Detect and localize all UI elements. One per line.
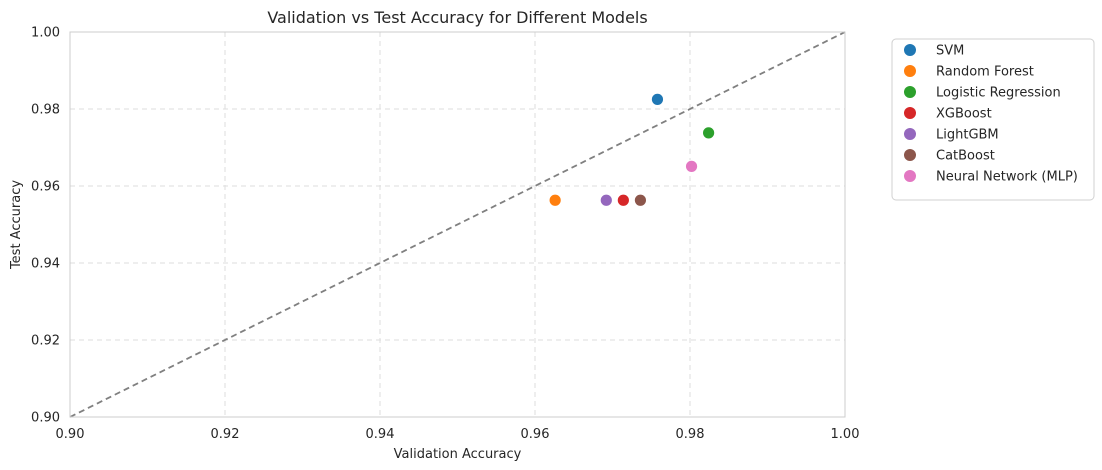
x-axis-title: Validation Accuracy [394,447,522,462]
legend-box [891,38,1095,201]
x-tick-label: 0.96 [521,427,550,442]
data-points [548,92,715,207]
reference-diagonal-line [69,31,846,418]
legend-marker [904,128,916,140]
legend-marker [904,86,916,98]
legend-marker [904,65,916,77]
legend-marker [904,107,916,119]
x-axis-ticks: 0.90 0.92 0.94 0.96 0.98 1.00 [56,427,860,442]
data-point [599,193,613,207]
data-point [651,92,664,106]
legend: SVM Random Forest Logistic Regression XGBoo… [891,38,1095,201]
plot-area-frame [69,31,846,418]
x-tick-label: 0.94 [366,427,395,442]
grid [70,32,845,417]
y-tick-label: 1.00 [31,26,60,41]
x-tick-label: 0.90 [56,427,85,442]
data-point [634,193,647,207]
y-tick-label: 0.98 [31,103,60,118]
y-tick-label: 0.96 [31,180,60,195]
y-tick-label: 0.90 [31,411,60,426]
legend-label: SVM [936,44,964,59]
legend-label: LightGBM [936,128,999,143]
legend-label: Random Forest [936,65,1034,80]
data-point [616,193,630,207]
legend-marker [904,149,916,161]
y-axis-title: Test Accuracy [9,180,24,270]
x-tick-label: 0.92 [211,427,240,442]
chart-title: Validation vs Test Accuracy for Differen… [267,8,647,27]
y-tick-label: 0.92 [31,334,60,349]
y-axis-ticks: 0.90 0.92 0.94 0.96 0.98 1.00 [31,26,60,426]
legend-marker [904,44,916,56]
legend-label: XGBoost [936,107,992,122]
x-tick-label: 0.98 [676,427,705,442]
legend-label: Logistic Regression [936,86,1061,101]
data-point [548,193,562,207]
x-tick-label: 1.00 [831,427,860,442]
y-tick-label: 0.94 [31,257,60,272]
data-point [702,126,715,140]
legend-label: CatBoost [936,149,995,164]
data-point [685,159,698,173]
legend-label: Neural Network (MLP) [936,170,1078,185]
legend-marker [904,170,916,182]
legend-items: SVM Random Forest Logistic Regression XGBoo… [904,44,1078,185]
